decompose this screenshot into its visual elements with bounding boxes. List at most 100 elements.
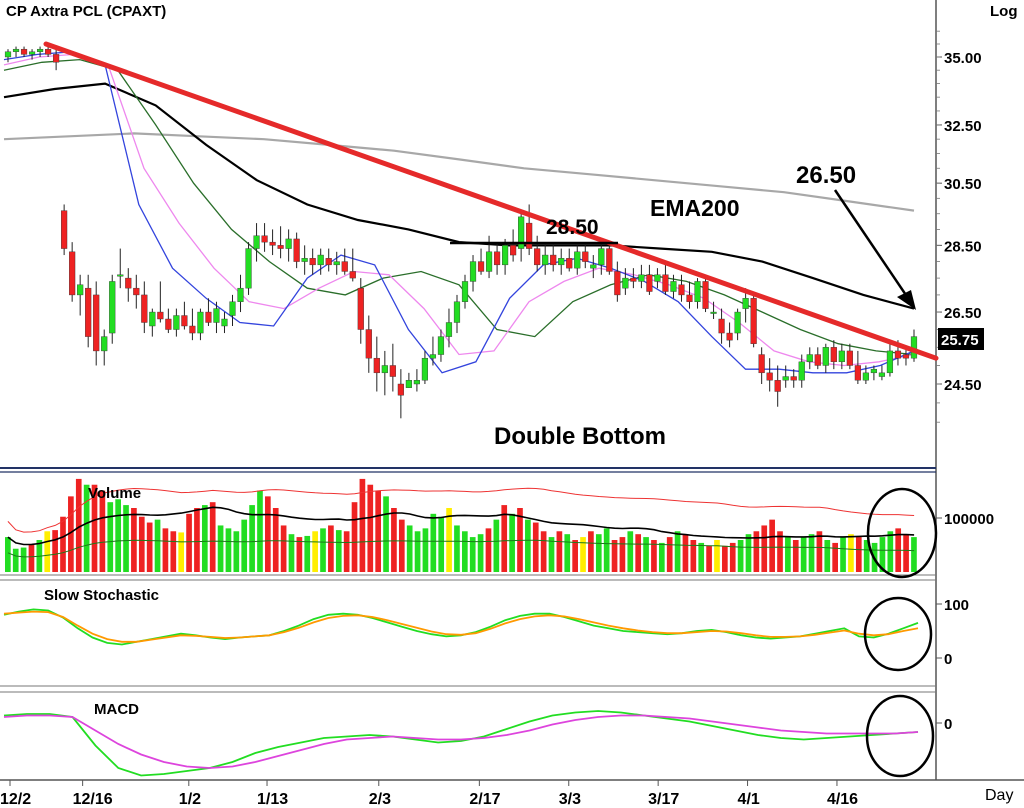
macd-label: MACD xyxy=(94,701,139,718)
arrow-line xyxy=(833,189,914,305)
volume-bar xyxy=(375,490,382,572)
x-tick-label: 12/16 xyxy=(73,791,113,808)
volume-bar xyxy=(824,540,831,572)
volume-bar xyxy=(288,534,295,572)
volume-bar xyxy=(296,537,303,572)
level-2850-annotation: 28.50 xyxy=(546,216,599,239)
volume-bar xyxy=(580,537,586,572)
volume-bar xyxy=(12,548,19,572)
volume-bar xyxy=(572,540,578,572)
volume-bar xyxy=(777,531,783,572)
stoch_d-line xyxy=(3,610,919,643)
volume-bar xyxy=(91,484,98,572)
volume-bar xyxy=(769,519,775,572)
volume-bar xyxy=(548,537,555,572)
volume-bar xyxy=(406,525,413,572)
candle-body xyxy=(317,254,324,266)
candle-body xyxy=(630,277,637,282)
candle-body xyxy=(12,48,20,52)
candle-body xyxy=(902,354,910,359)
ema200-line xyxy=(3,132,915,212)
volume-bar xyxy=(178,532,185,572)
ema20-line xyxy=(3,58,915,356)
volume-bar xyxy=(438,516,445,572)
volume-bar xyxy=(564,534,571,572)
volume-bar xyxy=(430,513,437,572)
volume-bar xyxy=(911,537,917,572)
volume-bar xyxy=(658,542,665,572)
candle-body xyxy=(109,281,116,334)
candle-body xyxy=(453,301,461,323)
candle-body xyxy=(469,261,477,282)
volume-bar xyxy=(540,531,547,572)
volume-bar xyxy=(335,530,342,572)
level-2650-annotation: 26.50 xyxy=(796,162,856,189)
macd-circle xyxy=(865,694,935,778)
candle-body xyxy=(798,361,805,381)
candle-body xyxy=(93,294,100,352)
candle-body xyxy=(878,372,886,377)
volume-bar xyxy=(5,537,11,572)
candle-body xyxy=(36,48,44,52)
candle-body xyxy=(285,238,292,249)
candle-body xyxy=(782,376,789,381)
stochastic-label: Slow Stochastic xyxy=(44,587,159,604)
candle-body xyxy=(662,274,669,292)
candle-body xyxy=(838,350,845,363)
candle-body xyxy=(245,248,252,289)
candle-body xyxy=(389,365,396,377)
x-tick-label: 1/13 xyxy=(257,791,288,808)
volume-bar xyxy=(477,534,484,572)
volume-bar xyxy=(414,531,421,572)
candle-body xyxy=(638,274,645,282)
candle-body xyxy=(261,235,268,243)
double-bottom-annotation: Double Bottom xyxy=(494,423,666,450)
candle-body xyxy=(269,241,276,246)
candle-body xyxy=(750,298,757,344)
candle-body xyxy=(437,336,445,355)
volume-bar xyxy=(233,531,240,572)
volume-tick-label: 100000 xyxy=(944,511,994,528)
volume-bar xyxy=(60,516,66,572)
candle-body xyxy=(542,254,549,266)
volume-bar xyxy=(887,531,894,572)
volume-bar xyxy=(800,537,807,572)
downtrend-line xyxy=(43,41,939,361)
candle-body xyxy=(301,258,308,262)
candle-body xyxy=(4,51,12,58)
volume-bar xyxy=(706,545,712,572)
candle-body xyxy=(149,311,156,327)
candle-body xyxy=(45,48,52,55)
volume-bar xyxy=(398,519,405,572)
candle-body xyxy=(710,311,717,314)
volume-bar xyxy=(595,534,602,572)
candle-body xyxy=(181,315,188,327)
price-tick-label: 26.50 xyxy=(944,305,982,322)
volume-bar xyxy=(83,484,90,572)
volume-bar xyxy=(115,499,121,572)
candle-body xyxy=(429,354,437,359)
candle-body xyxy=(85,287,92,337)
volume-bar xyxy=(588,531,594,572)
volume-bar xyxy=(619,537,626,572)
volume-bar xyxy=(808,534,815,572)
candle-body xyxy=(574,251,581,269)
candle-body xyxy=(606,248,613,272)
x-tick-label: 4/16 xyxy=(827,791,858,808)
volume-bar xyxy=(832,542,839,572)
volume-bar xyxy=(446,508,452,572)
macd-line xyxy=(3,710,919,777)
volume-bar xyxy=(20,547,27,572)
volume-bar xyxy=(123,505,129,572)
candle-body xyxy=(413,380,420,385)
candle-body xyxy=(61,210,68,249)
volume-bar xyxy=(674,531,681,572)
stochastic-layer xyxy=(3,608,919,646)
x-tick-label: 3/17 xyxy=(648,791,679,808)
candle-body xyxy=(357,287,364,330)
candle-body xyxy=(718,318,725,334)
candle-body xyxy=(405,380,412,388)
candle-body xyxy=(654,274,661,282)
chart-title: CP Axtra PCL (CPAXT) xyxy=(6,3,166,20)
candle-body xyxy=(518,216,525,249)
